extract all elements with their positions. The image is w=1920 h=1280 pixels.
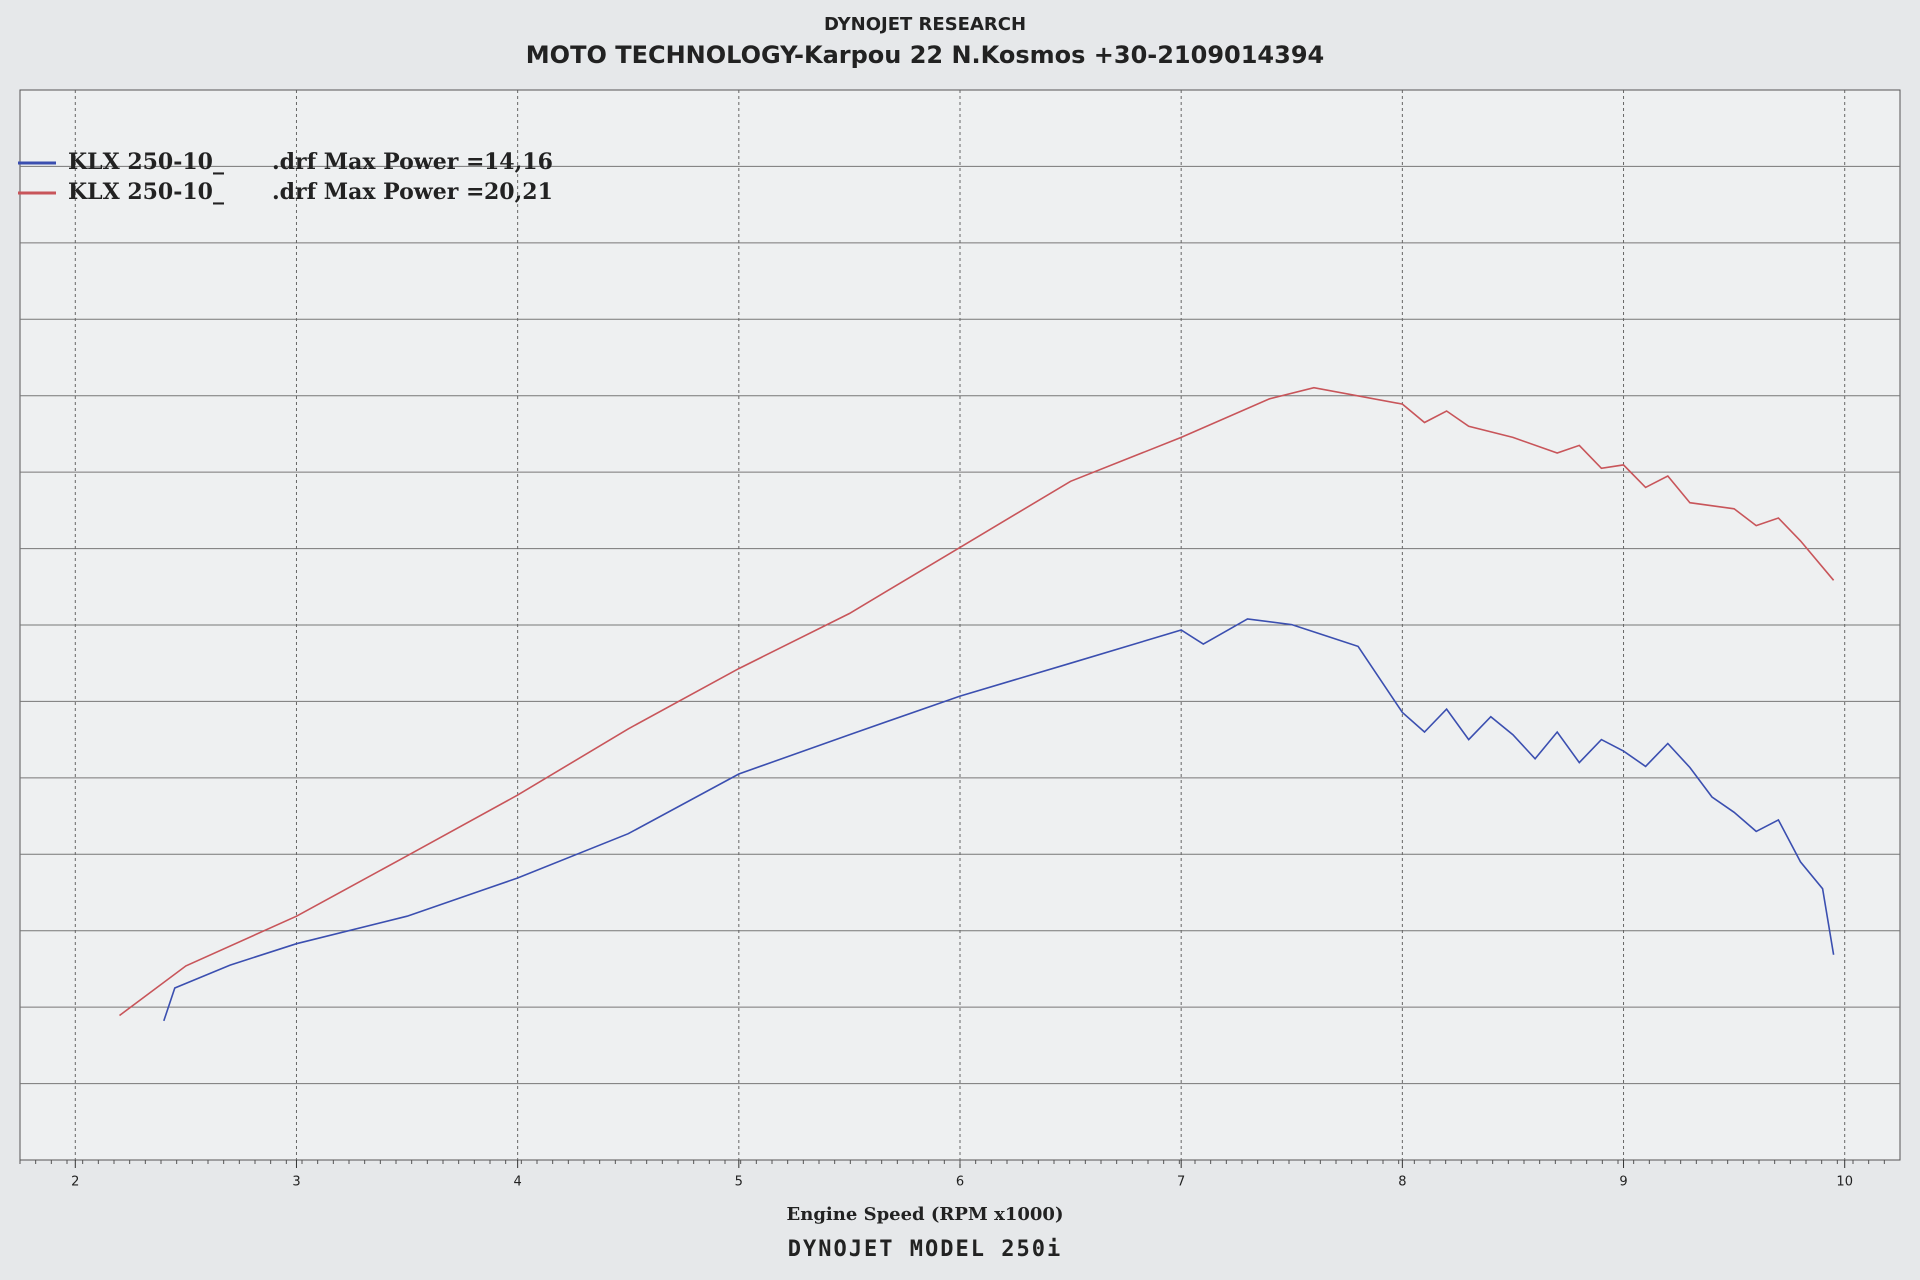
x-tick-label: 6 [956,1175,964,1190]
legend-max-power: 20,21 [484,179,553,205]
x-tick-label: 7 [1177,1175,1185,1190]
x-tick-label: 3 [292,1175,300,1190]
chart-title: DYNOJET RESEARCH [824,14,1026,35]
x-tick-label: 10 [1836,1175,1853,1190]
x-axis-title: Engine Speed (RPM x1000) [787,1204,1064,1225]
x-tick-label: 8 [1398,1175,1406,1190]
x-tick-label: 2 [71,1175,79,1190]
chart-subtitle: MOTO TECHNOLOGY-Karpou 22 N.Kosmos +30-2… [526,41,1324,69]
legend-name: KLX 250-10_ [68,179,224,205]
series-line [119,386,1835,1017]
x-tick-label: 9 [1619,1175,1627,1190]
footer: DYNOJET MODEL 250i [788,1237,1062,1262]
x-tick-label: 5 [735,1175,743,1190]
series-line [163,618,1835,1022]
legend-max-power: 14,16 [484,149,553,175]
legend-file: .drf Max Power = [272,149,484,175]
legend-file: .drf Max Power = [272,179,484,205]
legend-name: KLX 250-10_ [68,149,224,175]
x-tick-label: 4 [514,1175,522,1190]
